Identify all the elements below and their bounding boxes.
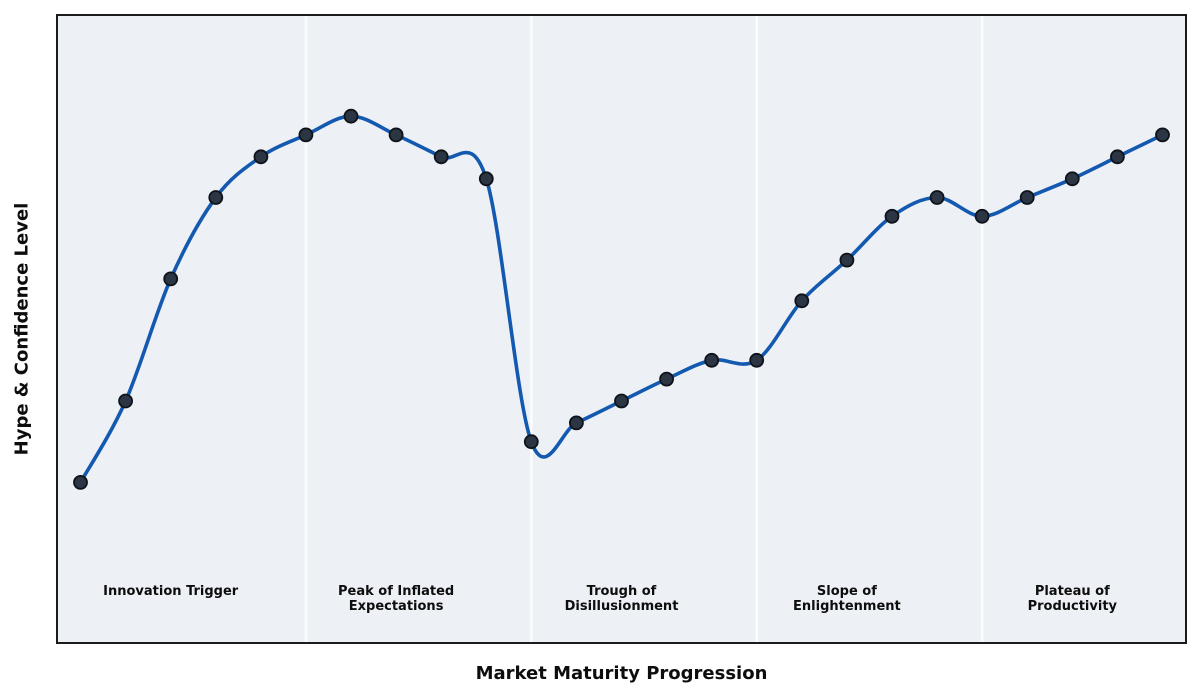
data-point <box>118 393 133 409</box>
y-axis-label: Hype & Confidence Level <box>11 202 33 456</box>
data-point <box>1019 190 1035 205</box>
data-point <box>839 252 855 268</box>
data-point <box>208 190 224 205</box>
data-point <box>704 352 720 368</box>
data-point <box>163 271 179 287</box>
data-point <box>749 352 765 368</box>
hype-curve-canvas <box>73 16 1170 642</box>
data-point <box>433 149 449 165</box>
data-point <box>1155 127 1170 143</box>
data-point <box>523 434 539 450</box>
phase-label-slope-of-enlightenment: Slope of Enlightenment <box>793 584 901 614</box>
data-point <box>253 149 269 165</box>
phase-label-trough-of-disillusionment: Trough of Disillusionment <box>564 584 679 614</box>
phase-label-peak-of-inflated-expectations: Peak of Inflated Expectations <box>337 584 455 614</box>
data-point <box>73 474 88 490</box>
x-axis-label: Market Maturity Progression <box>475 663 768 684</box>
data-point <box>388 127 404 143</box>
data-point <box>343 108 359 124</box>
data-point <box>929 190 945 205</box>
data-point <box>794 293 810 309</box>
data-point <box>1064 171 1080 187</box>
data-point <box>659 371 674 387</box>
data-point <box>478 171 494 187</box>
data-point <box>1110 149 1125 165</box>
hype-curve-line <box>78 114 1165 485</box>
data-point <box>569 415 584 431</box>
data-point <box>884 208 900 224</box>
data-point <box>974 208 990 224</box>
phase-label-innovation-trigger: Innovation Trigger <box>103 584 239 599</box>
data-point <box>614 393 629 409</box>
data-point <box>298 127 314 143</box>
phase-label-plateau-of-productivity: Plateau of Productivity <box>1027 584 1118 614</box>
plot-area: Innovation Trigger Peak of Inflated Expe… <box>56 14 1187 644</box>
